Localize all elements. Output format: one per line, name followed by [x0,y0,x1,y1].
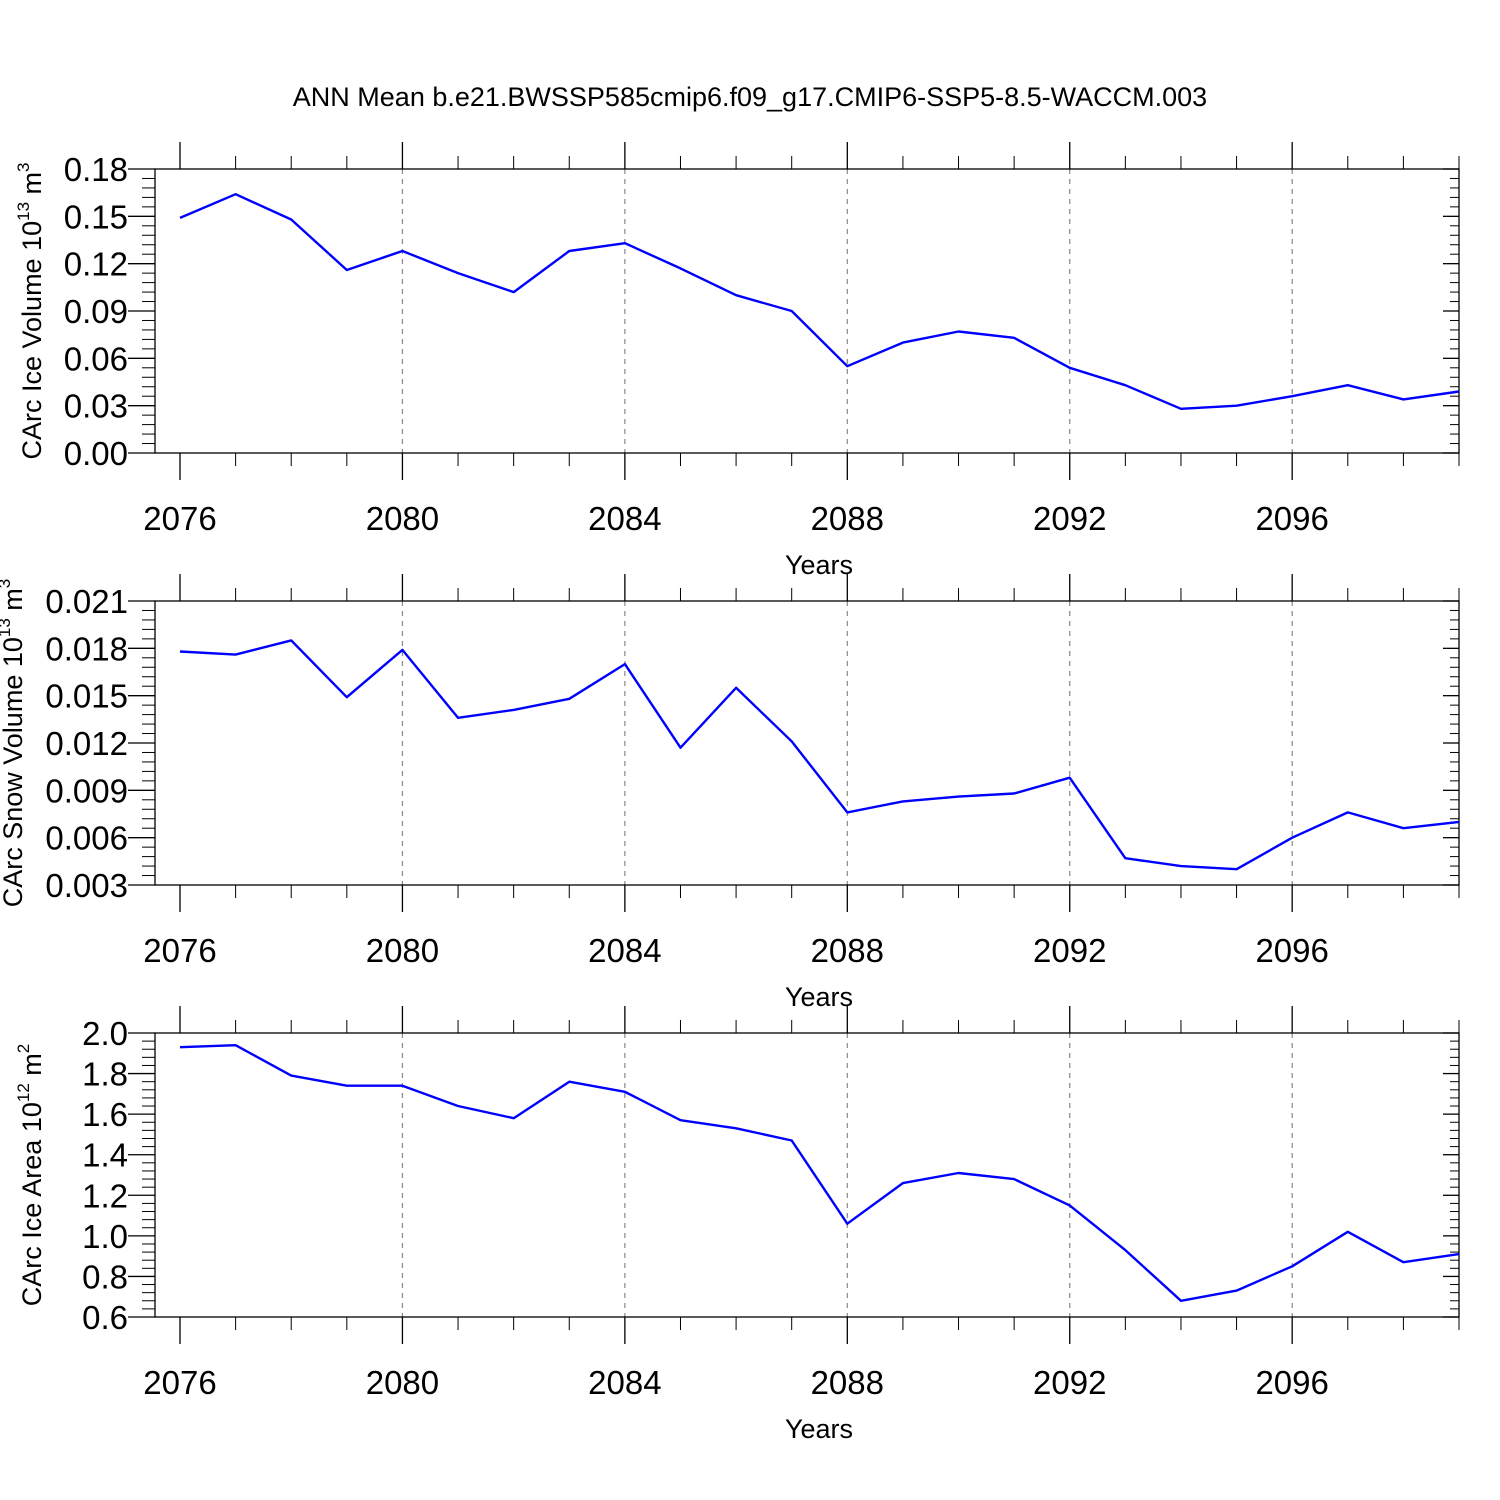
y-tick-label: 0.015 [45,678,128,715]
y-tick-label: 0.06 [64,340,128,377]
y-tick-label: 0.009 [45,772,128,809]
y-tick-label: 0.09 [64,293,128,330]
y-tick-label: 0.018 [45,630,128,667]
panel-1: 2076 2080 2084 2088 2092 2096 0.00 0.03 0.06 0.09… [14,142,1460,580]
y-tick-label: 1.4 [82,1137,128,1174]
x-tick-label: 2076 [143,1364,216,1401]
x-tick-label: 2092 [1033,500,1106,537]
x-tick-label: 2092 [1033,1364,1106,1401]
plot-frame [154,1032,1460,1318]
plot-frame [154,168,1460,454]
panel-2: 2076 2080 2084 2088 2092 2096 0.003 0.006 0.009 0… [0,574,1460,1012]
x-tick-label: 2084 [588,1364,661,1401]
x-tick-label: 2096 [1255,500,1328,537]
x-tick-label: 2092 [1033,932,1106,969]
x-tick-label: 2080 [366,1364,439,1401]
x-tick-label: 2084 [588,932,661,969]
y-tick-label: 2.0 [82,1015,128,1052]
y-axis-title: CArc Ice Volume 1013 m3 [14,162,47,459]
figure-title: ANN Mean b.e21.BWSSP585cmip6.f09_g17.CMI… [293,82,1207,112]
y-tick-label: 1.6 [82,1096,128,1133]
y-tick-label: 0.03 [64,388,128,425]
y-tick-label: 0.012 [45,725,128,762]
x-axis-title: Years [785,982,853,1012]
y-tick-label: 0.15 [64,198,128,235]
y-axis-title: CArc Ice Area 1012 m2 [14,1044,47,1307]
y-tick-label: 1.8 [82,1056,128,1093]
x-tick-label: 2084 [588,500,661,537]
y-tick-label: 0.8 [82,1258,128,1295]
panel-3: 2076 2080 2084 2088 2092 2096 0.6 0.81.0 1.21.4 1… [14,1006,1460,1444]
x-tick-label: 2080 [366,932,439,969]
x-tick-label: 2076 [143,500,216,537]
x-tick-label: 2096 [1255,1364,1328,1401]
y-tick-label: 1.2 [82,1177,128,1214]
y-tick-label: 0.021 [45,583,128,620]
y-tick-label: 0.00 [64,435,128,472]
y-tick-label: 1.0 [82,1218,128,1255]
series-line [179,192,1460,410]
y-tick-label: 0.003 [45,867,128,904]
plot-frame [154,600,1460,886]
x-tick-label: 2088 [811,932,884,969]
x-tick-label: 2096 [1255,932,1328,969]
y-tick-label: 0.006 [45,820,128,857]
y-axis-title: CArc Snow Volume 1013 m3 [0,579,28,908]
x-axis-title: Years [785,550,853,580]
x-tick-label: 2076 [143,932,216,969]
y-tick-label: 0.18 [64,151,128,188]
y-tick-label: 0.6 [82,1299,128,1336]
x-tick-label: 2088 [811,500,884,537]
x-tick-label: 2080 [366,500,439,537]
panels: 2076 2080 2084 2088 2092 2096 0.00 0.03 0.06 0.09… [0,142,1460,1444]
x-tick-label: 2088 [811,1364,884,1401]
x-axis-title: Years [785,1414,853,1444]
y-tick-label: 0.12 [64,246,128,283]
series-line [179,639,1460,871]
series-line [179,1043,1460,1303]
